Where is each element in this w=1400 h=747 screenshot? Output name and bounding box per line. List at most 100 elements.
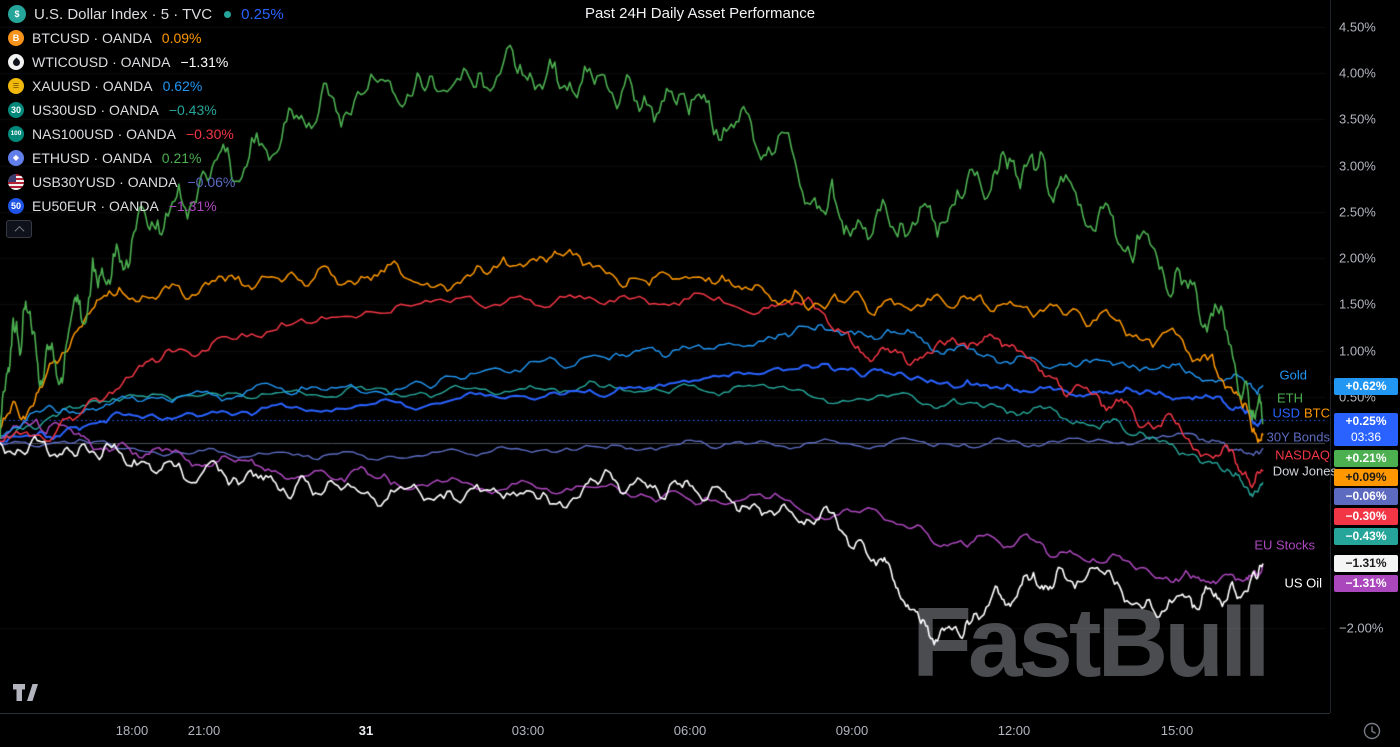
oil-icon [8,54,24,70]
legend-item-us-dollar-index[interactable]: $ U.S. Dollar Index · 5 · TVC 0.25% [8,2,284,26]
series-name-label: NASDAQ [1275,447,1330,463]
symbol-title: USB30YUSD · OANDA [32,174,178,190]
us-flag-icon [8,174,24,190]
price-axis[interactable]: 4.50% 4.00% 3.50% 3.00% 2.50% 2.00% 1.50% 1.00%… [1330,0,1400,713]
legend-item-wticousd[interactable]: WTICOUSD · OANDA −1.31% [8,50,284,74]
price-axis-label: 2.50% [1339,204,1376,220]
symbol-change: −0.06% [187,174,236,190]
legend-item-usb30yusd[interactable]: USB30YUSD · OANDA −0.06% [8,170,284,194]
price-label-badge: −1.31% [1334,554,1398,572]
btc-glyph: B [12,32,20,43]
eth-icon: ◆ [8,150,24,166]
gold-icon: ≡ [8,78,24,94]
symbol-change: −1.31% [180,54,229,70]
eu50-icon: 50 [8,198,24,214]
series-name-label: ETH [1277,390,1303,406]
time-axis-label: 18:00 [115,723,149,738]
time-axis-label: 06:00 [673,723,707,738]
price-axis-label: 4.00% [1339,65,1376,81]
us30-icon: 30 [8,102,24,118]
badge-value: −0.43% [1345,528,1387,543]
time-axis-label: 21:00 [187,723,221,738]
badge-value: −1.31% [1345,555,1387,570]
btc-icon: B [8,30,24,46]
nas100-icon: 100 [8,126,24,142]
symbol-change: 0.25% [241,5,284,23]
symbol-change: −0.30% [185,126,234,142]
series-name-label: EU Stocks [1254,537,1315,553]
oil-drop-glyph [11,57,21,67]
series-name-label: USD [1272,405,1300,421]
time-axis-label: 31 [358,723,374,738]
badge-value: −1.31% [1345,575,1387,590]
time-axis-label: 12:00 [997,723,1031,738]
main-series-price-badge: +0.25% 03:36 [1334,412,1398,446]
legend-item-eu50eur[interactable]: 50 EU50EUR · OANDA −1.31% [8,194,284,218]
symbol-title: EU50EUR · OANDA [32,198,159,214]
us30-glyph: 30 [10,104,21,115]
chart-title: Past 24H Daily Asset Performance [584,5,816,22]
chevron-up-icon [14,225,24,236]
badge-value: +0.25% [1345,413,1387,428]
tradingview-logo[interactable] [12,682,40,709]
timezone-clock-icon[interactable] [1362,721,1382,741]
price-label-badge: +0.09% [1334,468,1398,486]
price-axis-label: 1.00% [1339,343,1376,358]
symbol-change: 0.62% [162,78,203,94]
symbol-change: −0.43% [168,102,217,118]
price-label-badge: −0.30% [1334,507,1398,525]
symbol-change: 0.09% [161,30,202,46]
symbol-title: WTICOUSD · OANDA [32,54,171,70]
symbol-title: U.S. Dollar Index · 5 · TVC [34,5,213,23]
symbol-title: US30USD · OANDA [32,102,159,118]
price-axis-label: 3.50% [1339,111,1376,127]
badge-value: +0.21% [1345,450,1387,465]
us-flag-canton [8,174,16,182]
legend-item-us30usd[interactable]: 30 US30USD · OANDA −0.43% [8,98,284,122]
price-label-badge: −0.06% [1334,487,1398,505]
market-status-dot [224,10,232,18]
legend-panel: $ U.S. Dollar Index · 5 · TVC 0.25% B BT… [8,2,284,218]
badge-value: −0.06% [1345,488,1387,503]
gold-glyph: ≡ [12,79,20,92]
time-axis-label: 03:00 [511,723,545,738]
symbol-title: ETHUSD · OANDA [32,150,152,166]
symbol-title: NAS100USD · OANDA [32,126,176,142]
price-label-badge: +0.62% [1334,377,1398,395]
symbol-change: −1.31% [168,198,217,214]
symbol-change: 0.21% [161,150,202,166]
price-chart-canvas[interactable] [0,0,1325,713]
legend-item-xauusd[interactable]: ≡ XAUUSD · OANDA 0.62% [8,74,284,98]
price-axis-label: 3.00% [1339,158,1376,173]
nas100-glyph: 100 [10,129,22,137]
badge-time: 03:36 [1350,429,1382,444]
legend-item-ethusd[interactable]: ◆ ETHUSD · OANDA 0.21% [8,146,284,170]
legend-collapse-button[interactable] [6,220,32,238]
series-name-label: BTC [1304,405,1330,421]
eth-glyph: ◆ [12,153,20,162]
time-axis-label: 09:00 [835,723,869,738]
price-label-badge: −0.43% [1334,527,1398,545]
price-axis-label: −2.00% [1339,620,1384,636]
usd-index-glyph: $ [14,8,20,19]
price-label-badge: −1.31% [1334,574,1398,592]
series-name-label: Dow Jones [1272,463,1337,479]
series-name-label: US Oil [1284,575,1322,591]
badge-value: +0.09% [1345,469,1387,484]
badge-value: −0.30% [1345,508,1387,523]
series-name-label: Gold [1279,367,1307,383]
price-label-badge: +0.21% [1334,449,1398,467]
legend-item-btcusd[interactable]: B BTCUSD · OANDA 0.09% [8,26,284,50]
symbol-title: XAUUSD · OANDA [32,78,153,94]
series-name-label: 30Y Bonds [1266,429,1330,445]
usd-index-icon: $ [8,5,26,23]
time-axis[interactable]: 18:00 21:00 31 03:00 06:00 09:00 12:00 15:00 [0,713,1330,747]
eu50-glyph: 50 [10,200,21,211]
price-axis-label: 4.50% [1339,19,1376,35]
time-axis-label: 15:00 [1160,723,1194,738]
badge-value: +0.62% [1345,378,1387,393]
symbol-title: BTCUSD · OANDA [32,30,152,46]
legend-item-nas100usd[interactable]: 100 NAS100USD · OANDA −0.30% [8,122,284,146]
price-axis-label: 2.00% [1339,250,1376,266]
